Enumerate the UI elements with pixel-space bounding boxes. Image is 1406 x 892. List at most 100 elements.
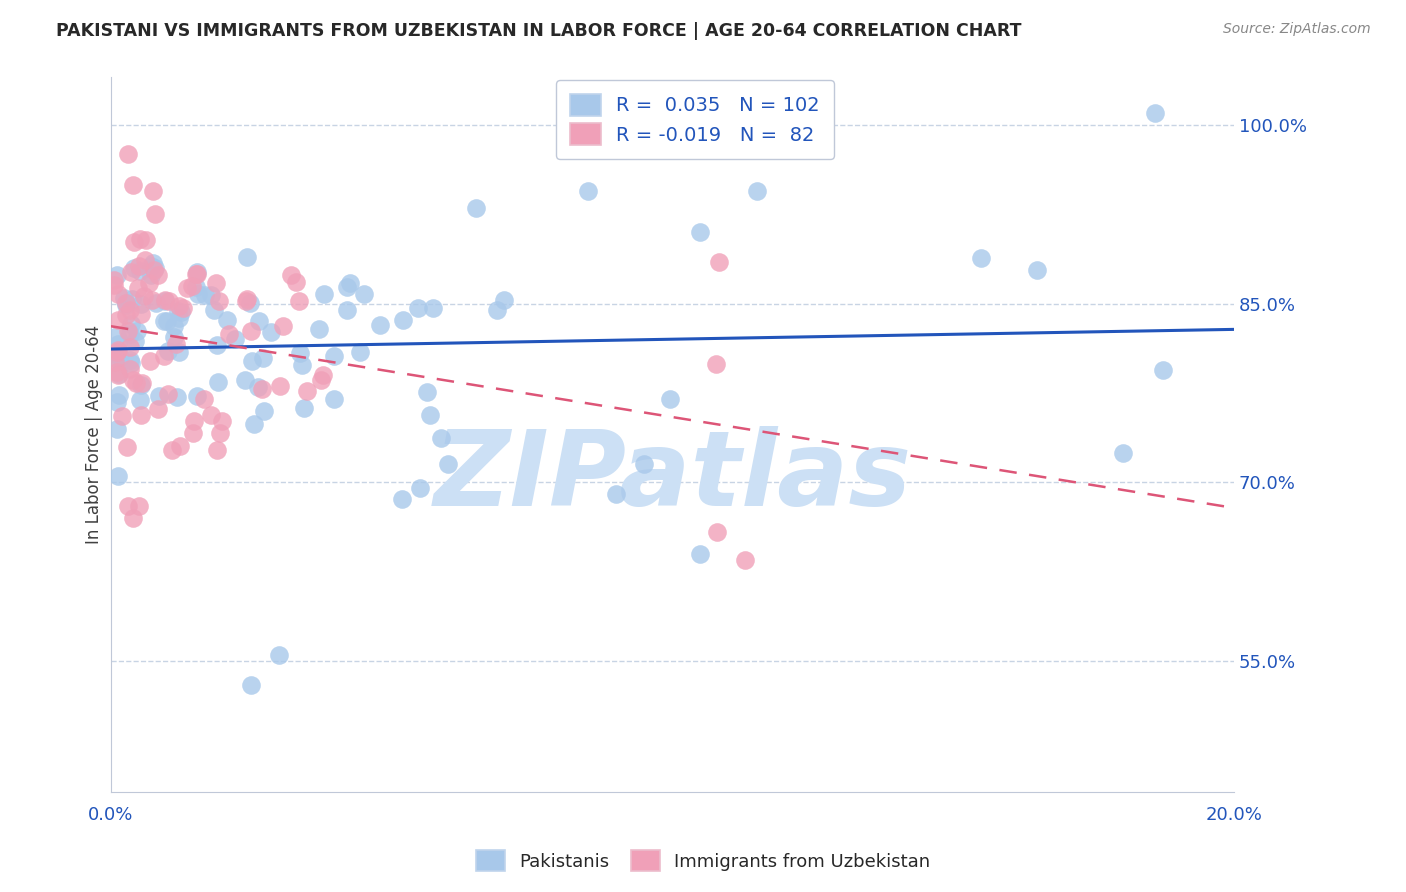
Point [139,259,162,273]
Point [184,267,207,281]
Point [105,422,128,436]
Point [218,326,240,341]
Point [143,207,166,221]
Point [129,392,152,407]
Point [1144,106,1167,120]
Point [122,178,145,192]
Point [406,301,429,315]
Point [1152,362,1174,376]
Point [141,293,163,308]
Point [127,281,149,295]
Point [409,481,432,495]
Point [107,469,129,483]
Point [117,324,139,338]
Point [121,264,143,278]
Point [576,184,599,198]
Point [124,334,146,348]
Point [122,260,145,275]
Point [129,232,152,246]
Point [139,353,162,368]
Point [117,499,139,513]
Point [269,648,291,662]
Point [114,308,136,322]
Point [288,346,311,360]
Point [134,289,156,303]
Point [322,349,344,363]
Point [138,276,160,290]
Point [157,387,180,401]
Point [162,443,184,458]
Point [659,392,682,407]
Point [242,417,264,431]
Point [181,279,204,293]
Point [121,372,143,386]
Point [205,338,228,352]
Point [107,336,129,351]
Point [605,487,627,501]
Point [157,344,180,359]
Point [167,304,190,318]
Point [269,379,291,393]
Point [105,395,128,409]
Point [235,293,257,307]
Text: 20.0%: 20.0% [1205,806,1263,824]
Point [142,262,165,277]
Point [105,268,128,283]
Point [117,146,139,161]
Point [155,293,177,308]
Point [633,458,655,472]
Point [208,293,231,308]
Point [200,288,222,302]
Point [114,295,136,310]
Point [108,350,131,364]
Point [120,326,142,341]
Point [181,426,204,441]
Point [107,343,129,357]
Point [129,408,152,422]
Point [252,351,274,366]
Point [170,305,193,319]
Point [224,332,246,346]
Point [211,414,233,428]
Point [105,345,128,359]
Point [464,202,486,216]
Point [125,324,148,338]
Point [689,547,711,561]
Point [165,337,187,351]
Point [134,252,156,267]
Point [709,254,731,268]
Point [169,439,191,453]
Point [186,265,208,279]
Point [162,318,184,333]
Point [291,359,314,373]
Point [187,287,209,301]
Point [162,330,184,344]
Point [250,382,273,396]
Point [391,492,413,507]
Point [153,293,176,307]
Point [494,293,516,307]
Point [129,264,152,278]
Point [1026,263,1049,277]
Point [125,376,148,390]
Point [422,301,444,316]
Point [115,298,138,312]
Point [285,275,308,289]
Point [194,288,217,302]
Point [436,458,458,472]
Point [349,344,371,359]
Point [415,384,437,399]
Point [135,233,157,247]
Point [167,344,190,359]
Point [240,677,263,691]
Point [120,340,142,354]
Point [108,388,131,402]
Point [706,525,728,540]
Point [121,292,143,306]
Point [292,401,315,415]
Point [207,375,229,389]
Point [156,314,179,328]
Point [105,329,128,343]
Point [108,367,131,381]
Point [240,324,263,338]
